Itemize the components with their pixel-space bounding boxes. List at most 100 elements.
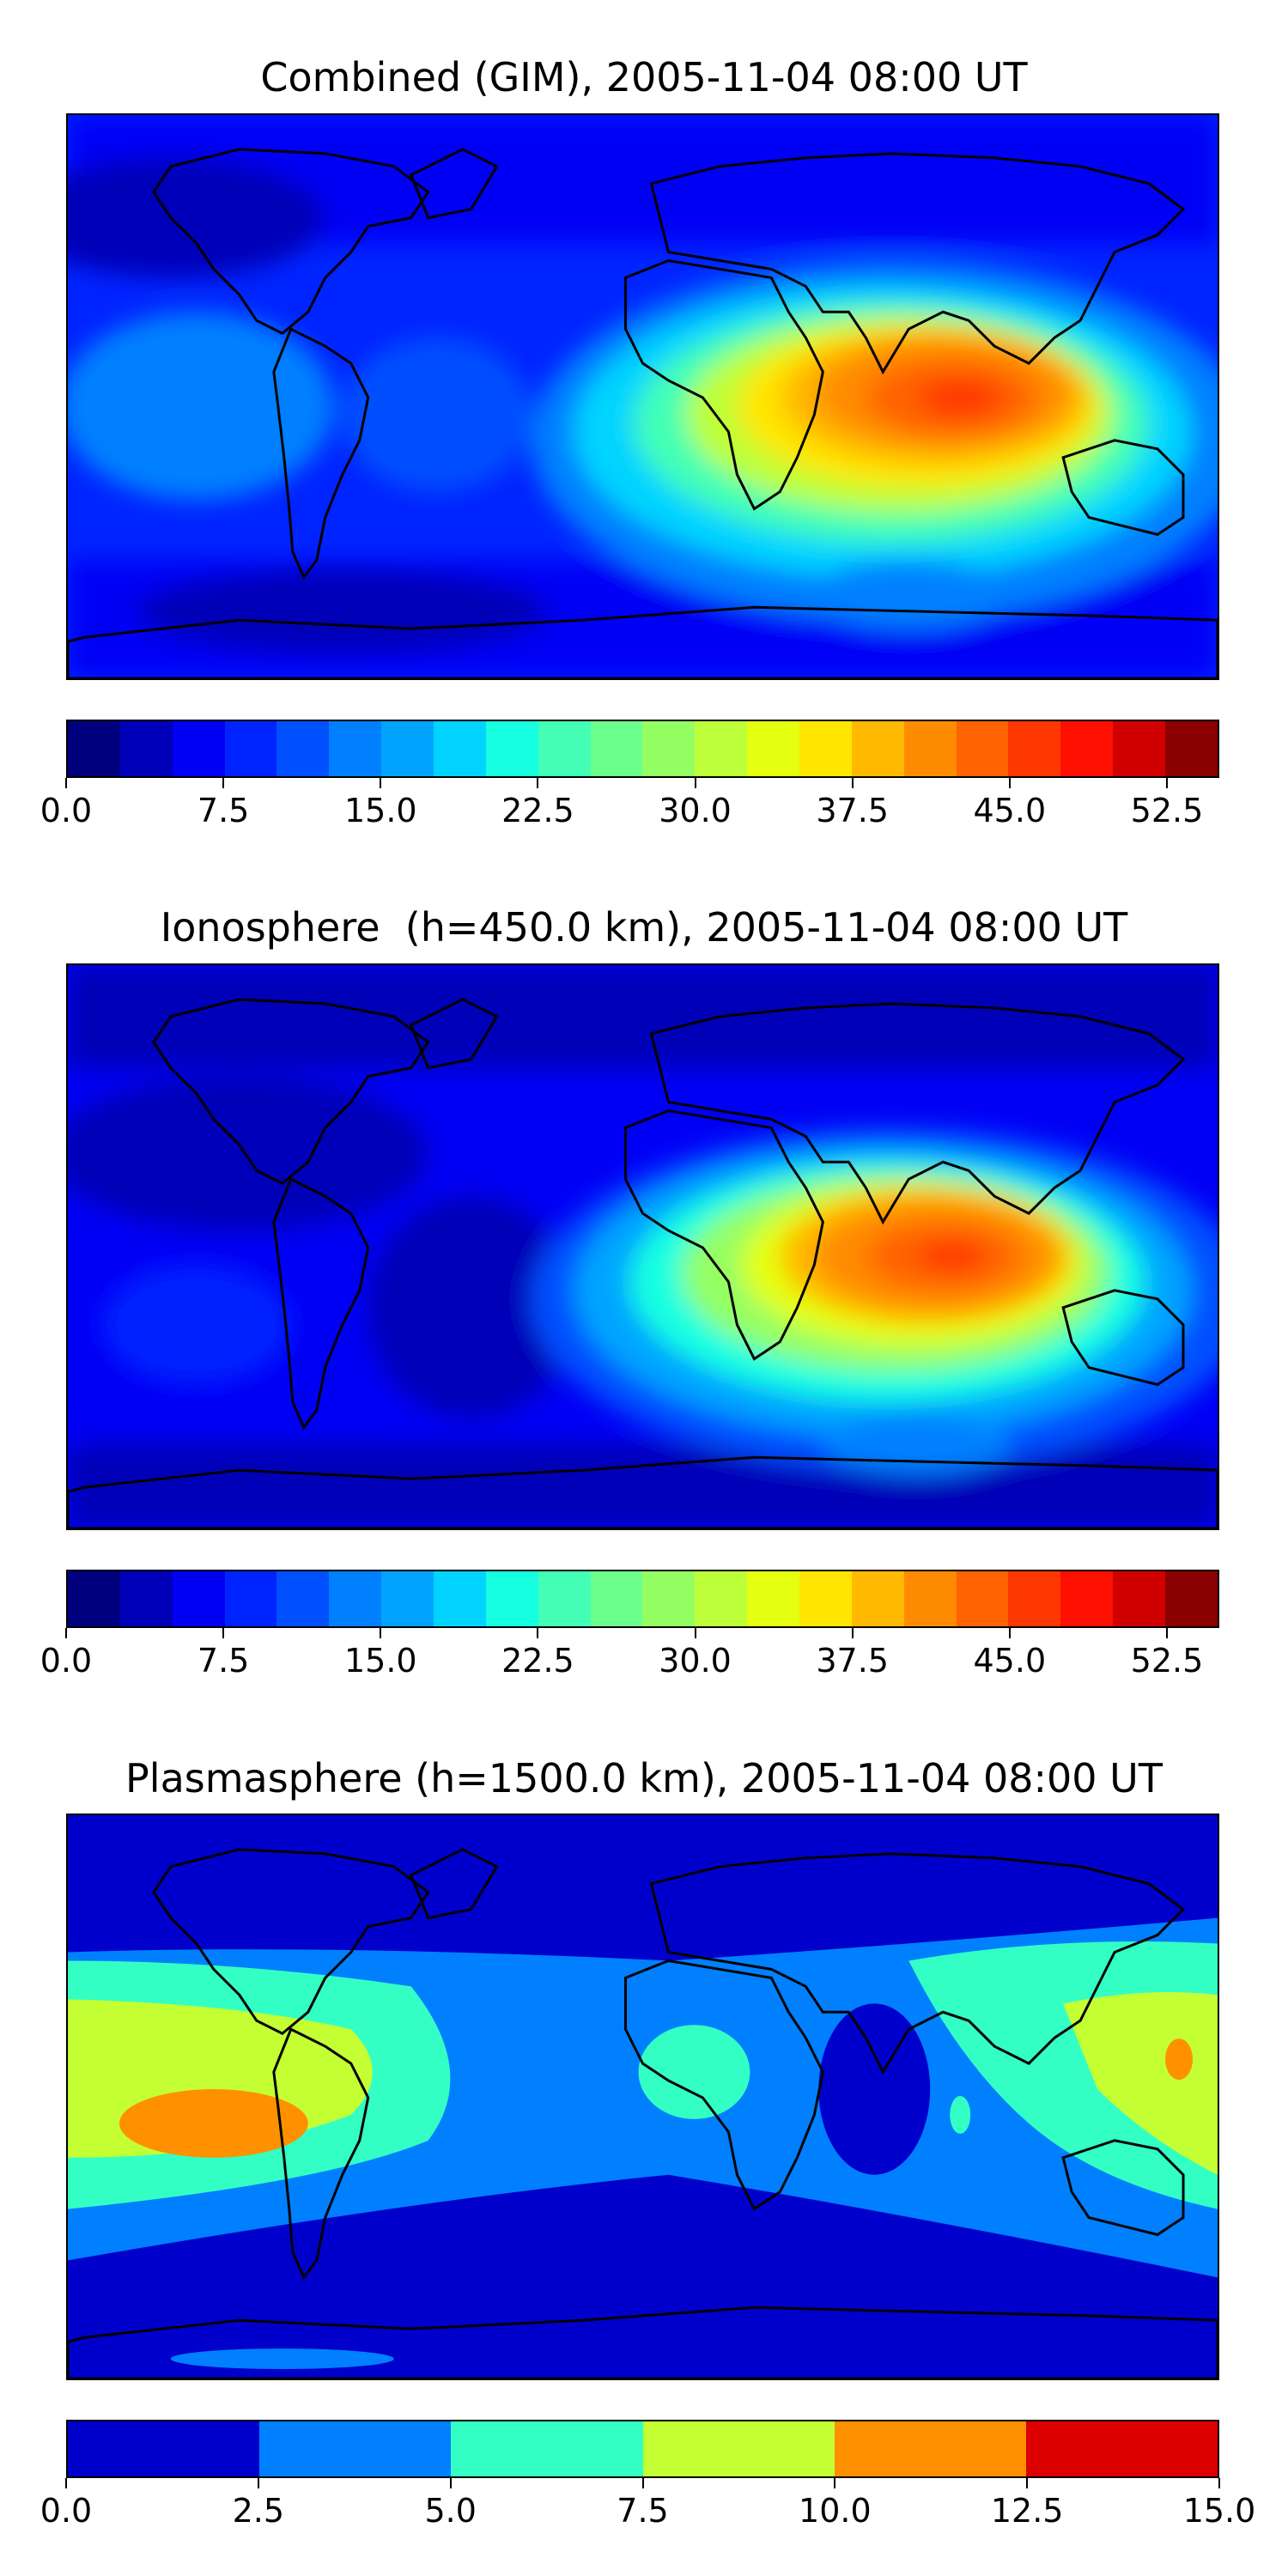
colorbar-tick-label: 2.5 bbox=[232, 2492, 285, 2530]
panel-1-colorbar-ticks: 0.0 7.5 15.0 22.5 30.0 37.5 45.0 52.5 bbox=[40, 778, 1219, 829]
panel-2-map bbox=[66, 963, 1219, 1530]
colorbar-segment bbox=[381, 721, 434, 776]
colorbar-tick bbox=[380, 1628, 382, 1638]
colorbar-segment bbox=[695, 721, 748, 776]
panel-2-colorbar-ticks: 0.0 7.5 15.0 22.5 30.0 37.5 45.0 52.5 bbox=[40, 1628, 1219, 1680]
colorbar-tick-label: 12.5 bbox=[990, 2492, 1064, 2530]
colorbar-tick bbox=[257, 2478, 259, 2488]
colorbar-tick bbox=[1026, 2478, 1029, 2488]
colorbar-tick bbox=[851, 778, 854, 788]
colorbar-segment bbox=[68, 1571, 120, 1626]
colorbar-tick bbox=[380, 778, 382, 788]
colorbar-segment bbox=[747, 721, 800, 776]
colorbar-segment bbox=[747, 1571, 800, 1626]
colorbar-segment bbox=[172, 1571, 225, 1626]
colorbar-segment bbox=[259, 2421, 452, 2476]
colorbar-tick bbox=[65, 2478, 67, 2488]
panel-1-map bbox=[66, 113, 1219, 680]
colorbar-segment bbox=[642, 1571, 696, 1626]
colorbar-tick-label: 15.0 bbox=[1182, 2492, 1256, 2530]
panel-1-colorbar bbox=[66, 720, 1219, 778]
colorbar-tick bbox=[449, 2478, 452, 2488]
colorbar-tick-label: 22.5 bbox=[501, 792, 574, 829]
colorbar-tick-label: 30.0 bbox=[659, 792, 732, 829]
colorbar-segment bbox=[68, 2421, 260, 2476]
panel-3-colorbar bbox=[66, 2420, 1219, 2478]
colorbar-segment bbox=[695, 1571, 748, 1626]
colorbar-tick bbox=[851, 1628, 854, 1638]
colorbar-tick bbox=[1165, 1628, 1168, 1638]
colorbar-segment bbox=[1113, 721, 1166, 776]
panel-2-colorbar bbox=[66, 1570, 1219, 1628]
colorbar-tick bbox=[1218, 2478, 1220, 2488]
colorbar-tick bbox=[694, 778, 696, 788]
colorbar-segment bbox=[590, 1571, 643, 1626]
colorbar-tick bbox=[1008, 778, 1011, 788]
colorbar-segment bbox=[1008, 1571, 1061, 1626]
colorbar-segment bbox=[1060, 721, 1114, 776]
colorbar-segment bbox=[538, 721, 591, 776]
colorbar-segment bbox=[119, 1571, 173, 1626]
colorbar-segment bbox=[642, 721, 696, 776]
colorbar-tick-label: 37.5 bbox=[816, 1642, 889, 1680]
colorbar-segment bbox=[276, 721, 330, 776]
colorbar-segment bbox=[1165, 721, 1218, 776]
colorbar-tick-label: 10.0 bbox=[799, 2492, 872, 2530]
colorbar-segment bbox=[903, 721, 957, 776]
colorbar-tick-label: 7.5 bbox=[197, 792, 250, 829]
panel-2-title: Ionosphere (h=450.0 km), 2005-11-04 08:0… bbox=[160, 904, 1128, 951]
colorbar-tick bbox=[222, 778, 225, 788]
colorbar-segment bbox=[224, 1571, 277, 1626]
colorbar-segment bbox=[642, 2421, 835, 2476]
colorbar-segment bbox=[434, 1571, 486, 1626]
colorbar-segment bbox=[485, 721, 538, 776]
colorbar-segment bbox=[538, 1571, 591, 1626]
colorbar-tick-label: 0.0 bbox=[39, 1642, 93, 1680]
colorbar-segment bbox=[172, 721, 225, 776]
panel-3-colorbar-ticks: 0.0 2.5 5.0 7.5 10.0 12.5 15.0 bbox=[40, 2478, 1255, 2530]
colorbar-tick-label: 7.5 bbox=[197, 1642, 250, 1680]
colorbar-segment bbox=[956, 1571, 1009, 1626]
colorbar-tick-label: 52.5 bbox=[1130, 1642, 1204, 1680]
colorbar-tick-label: 5.0 bbox=[424, 2492, 477, 2530]
colorbar-tick-label: 7.5 bbox=[617, 2492, 669, 2530]
colorbar-tick bbox=[1008, 1628, 1011, 1638]
colorbar-segment bbox=[851, 1571, 904, 1626]
colorbar-segment bbox=[590, 721, 643, 776]
panel-3-title: Plasmasphere (h=1500.0 km), 2005-11-04 0… bbox=[125, 1755, 1163, 1801]
colorbar-segment bbox=[451, 2421, 643, 2476]
colorbar-segment bbox=[329, 1571, 382, 1626]
colorbar-tick-label: 37.5 bbox=[816, 792, 889, 829]
colorbar-segment bbox=[1025, 2421, 1218, 2476]
panel-1-title: Combined (GIM), 2005-11-04 08:00 UT bbox=[260, 54, 1028, 100]
colorbar-tick bbox=[834, 2478, 836, 2488]
colorbar-segment bbox=[68, 721, 120, 776]
colorbar-segment bbox=[381, 1571, 434, 1626]
colorbar-segment bbox=[329, 721, 382, 776]
colorbar-tick-label: 15.0 bbox=[343, 792, 417, 829]
panel-3-map bbox=[66, 1814, 1219, 2380]
colorbar-tick-label: 45.0 bbox=[973, 1642, 1047, 1680]
colorbar-tick-label: 22.5 bbox=[501, 1642, 574, 1680]
colorbar-segment bbox=[276, 1571, 330, 1626]
colorbar-segment bbox=[956, 721, 1009, 776]
colorbar-tick bbox=[65, 1628, 67, 1638]
colorbar-segment bbox=[851, 721, 904, 776]
colorbar-segment bbox=[434, 721, 486, 776]
colorbar-segment bbox=[799, 1571, 852, 1626]
colorbar-tick-label: 15.0 bbox=[343, 1642, 417, 1680]
colorbar-tick bbox=[641, 2478, 644, 2488]
colorbar-segment bbox=[119, 721, 173, 776]
colorbar-segment bbox=[799, 721, 852, 776]
colorbar-tick-label: 30.0 bbox=[659, 1642, 732, 1680]
colorbar-segment bbox=[903, 1571, 957, 1626]
colorbar-segment bbox=[1113, 1571, 1166, 1626]
colorbar-tick bbox=[222, 1628, 225, 1638]
colorbar-segment bbox=[224, 721, 277, 776]
colorbar-segment bbox=[834, 2421, 1026, 2476]
colorbar-tick-label: 52.5 bbox=[1130, 792, 1204, 829]
colorbar-tick-label: 0.0 bbox=[39, 2492, 93, 2530]
colorbar-tick bbox=[694, 1628, 696, 1638]
colorbar-tick bbox=[537, 778, 539, 788]
colorbar-tick-label: 0.0 bbox=[39, 792, 93, 829]
